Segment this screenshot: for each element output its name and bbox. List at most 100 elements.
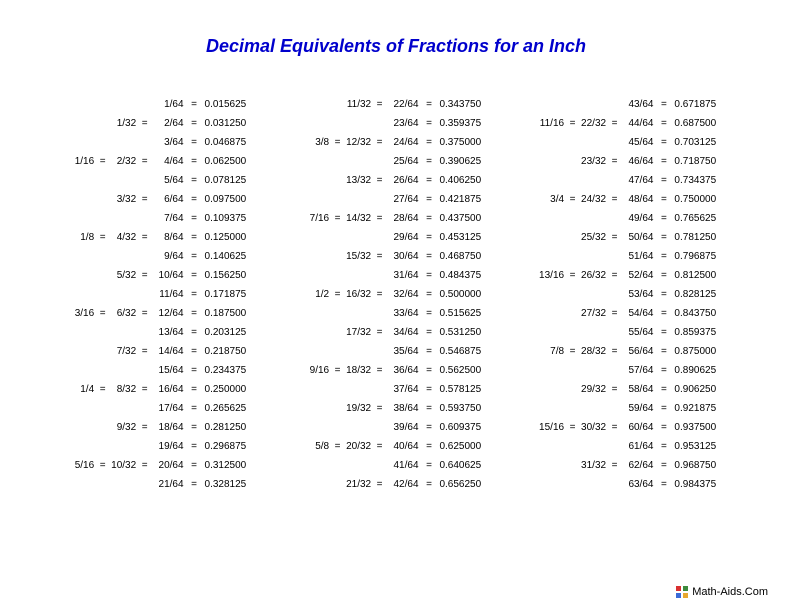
table-row: 1/4 =8/32 =16/64 = 0.250000 bbox=[64, 380, 259, 399]
table-row: 5/16 =10/32 =20/64 = 0.312500 bbox=[64, 456, 259, 475]
equals-sign: = bbox=[653, 346, 674, 357]
fraction-64ths: 52/64 bbox=[617, 270, 653, 281]
table-row: 3/64 = 0.046875 bbox=[64, 133, 259, 152]
fraction-64ths: 59/64 bbox=[617, 403, 653, 414]
fraction-64ths: 54/64 bbox=[617, 308, 653, 319]
fraction-64ths: 56/64 bbox=[617, 346, 653, 357]
fraction-32nds: 24/32 = bbox=[575, 194, 617, 205]
decimal-value: 0.421875 bbox=[439, 194, 493, 205]
fraction-32nds: 20/32 = bbox=[341, 441, 383, 452]
fraction-16ths: 1/2 = bbox=[299, 289, 341, 300]
equals-sign: = bbox=[184, 422, 205, 433]
fraction-32nds: 31/32 = bbox=[575, 460, 617, 471]
equals-sign: = bbox=[184, 99, 205, 110]
equals-sign: = bbox=[419, 251, 440, 262]
fraction-32nds: 4/32 = bbox=[106, 232, 148, 243]
equals-sign: = bbox=[419, 232, 440, 243]
decimal-value: 0.140625 bbox=[205, 251, 259, 262]
decimal-value: 0.531250 bbox=[439, 327, 493, 338]
footer: Math-Aids.Com bbox=[676, 586, 768, 598]
decimal-value: 0.765625 bbox=[674, 213, 728, 224]
equals-sign: = bbox=[419, 118, 440, 129]
table-row: 5/64 = 0.078125 bbox=[64, 171, 259, 190]
fraction-32nds: 28/32 = bbox=[575, 346, 617, 357]
fraction-64ths: 35/64 bbox=[383, 346, 419, 357]
fraction-64ths: 36/64 bbox=[383, 365, 419, 376]
fraction-32nds: 22/32 = bbox=[575, 118, 617, 129]
decimal-value: 0.234375 bbox=[205, 365, 259, 376]
fraction-64ths: 41/64 bbox=[383, 460, 419, 471]
decimal-value: 0.750000 bbox=[674, 194, 728, 205]
equals-sign: = bbox=[184, 289, 205, 300]
fraction-32nds: 2/32 = bbox=[106, 156, 148, 167]
decimal-value: 0.859375 bbox=[674, 327, 728, 338]
fraction-32nds: 10/32 = bbox=[106, 460, 148, 471]
decimal-value: 0.718750 bbox=[674, 156, 728, 167]
decimal-value: 0.640625 bbox=[439, 460, 493, 471]
fraction-64ths: 55/64 bbox=[617, 327, 653, 338]
decimal-value: 0.609375 bbox=[439, 422, 493, 433]
equals-sign: = bbox=[419, 289, 440, 300]
equals-sign: = bbox=[184, 175, 205, 186]
table-row: 45/64 = 0.703125 bbox=[533, 133, 728, 152]
decimal-value: 0.562500 bbox=[439, 365, 493, 376]
table-row: 23/32 =46/64 = 0.718750 bbox=[533, 152, 728, 171]
decimal-value: 0.312500 bbox=[205, 460, 259, 471]
decimal-value: 0.046875 bbox=[205, 137, 259, 148]
table-row: 43/64 = 0.671875 bbox=[533, 95, 728, 114]
decimal-value: 0.843750 bbox=[674, 308, 728, 319]
fraction-64ths: 32/64 bbox=[383, 289, 419, 300]
fraction-64ths: 18/64 bbox=[148, 422, 184, 433]
decimal-value: 0.296875 bbox=[205, 441, 259, 452]
decimal-value: 0.656250 bbox=[439, 479, 493, 490]
fraction-32nds: 1/32 = bbox=[106, 118, 148, 129]
fraction-64ths: 61/64 bbox=[617, 441, 653, 452]
decimal-value: 0.171875 bbox=[205, 289, 259, 300]
equals-sign: = bbox=[184, 346, 205, 357]
fraction-64ths: 26/64 bbox=[383, 175, 419, 186]
decimal-value: 0.359375 bbox=[439, 118, 493, 129]
table-row: 15/32 =30/64 = 0.468750 bbox=[299, 247, 494, 266]
decimal-value: 0.328125 bbox=[205, 479, 259, 490]
fraction-64ths: 25/64 bbox=[383, 156, 419, 167]
equals-sign: = bbox=[653, 422, 674, 433]
fraction-64ths: 50/64 bbox=[617, 232, 653, 243]
fraction-64ths: 16/64 bbox=[148, 384, 184, 395]
fraction-64ths: 11/64 bbox=[148, 289, 184, 300]
decimal-value: 0.125000 bbox=[205, 232, 259, 243]
decimal-value: 0.812500 bbox=[674, 270, 728, 281]
table-row: 51/64 = 0.796875 bbox=[533, 247, 728, 266]
fraction-64ths: 14/64 bbox=[148, 346, 184, 357]
fraction-64ths: 9/64 bbox=[148, 251, 184, 262]
table-row: 47/64 = 0.734375 bbox=[533, 171, 728, 190]
decimal-value: 0.390625 bbox=[439, 156, 493, 167]
fraction-32nds: 29/32 = bbox=[575, 384, 617, 395]
fraction-32nds: 23/32 = bbox=[575, 156, 617, 167]
fraction-64ths: 4/64 bbox=[148, 156, 184, 167]
equals-sign: = bbox=[653, 365, 674, 376]
decimal-value: 0.375000 bbox=[439, 137, 493, 148]
fraction-64ths: 39/64 bbox=[383, 422, 419, 433]
equals-sign: = bbox=[419, 403, 440, 414]
fraction-16ths: 3/4 = bbox=[533, 194, 575, 205]
fraction-64ths: 28/64 bbox=[383, 213, 419, 224]
fraction-64ths: 7/64 bbox=[148, 213, 184, 224]
fraction-64ths: 20/64 bbox=[148, 460, 184, 471]
fraction-64ths: 22/64 bbox=[383, 99, 419, 110]
fraction-16ths: 7/8 = bbox=[533, 346, 575, 357]
equals-sign: = bbox=[419, 422, 440, 433]
fraction-32nds: 21/32 = bbox=[341, 479, 383, 490]
fraction-64ths: 17/64 bbox=[148, 403, 184, 414]
fraction-32nds: 18/32 = bbox=[341, 365, 383, 376]
decimal-value: 0.984375 bbox=[674, 479, 728, 490]
fraction-64ths: 31/64 bbox=[383, 270, 419, 281]
fraction-64ths: 34/64 bbox=[383, 327, 419, 338]
equals-sign: = bbox=[653, 327, 674, 338]
equals-sign: = bbox=[184, 270, 205, 281]
equals-sign: = bbox=[184, 308, 205, 319]
fraction-64ths: 63/64 bbox=[617, 479, 653, 490]
equals-sign: = bbox=[653, 384, 674, 395]
table-row: 9/16 =18/32 =36/64 = 0.562500 bbox=[299, 361, 494, 380]
table-row: 55/64 = 0.859375 bbox=[533, 323, 728, 342]
fraction-32nds: 17/32 = bbox=[341, 327, 383, 338]
